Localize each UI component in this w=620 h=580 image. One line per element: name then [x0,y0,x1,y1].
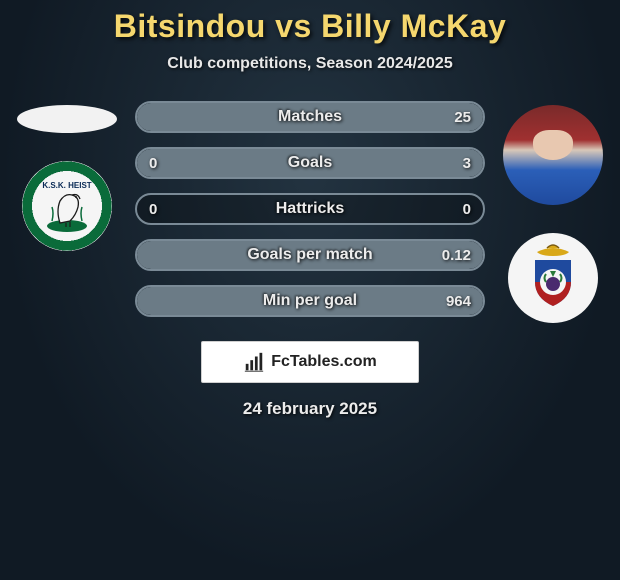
stat-value-left: 0 [149,155,157,172]
stat-value-left: 0 [149,201,157,218]
club-badge-left: K.S.K. HEIST [22,161,112,251]
date-line: 24 february 2025 [0,399,620,419]
stat-bar: Goals per match 0.12 [135,239,485,271]
stat-bar: Min per goal 964 [135,285,485,317]
stats-column: Matches 25 0 Goals 3 0 Hattricks 0 Goals… [135,101,485,317]
player-avatar-left [17,105,117,133]
stat-label: Goals per match [247,246,372,264]
left-player-column: K.S.K. HEIST [17,101,117,251]
inverness-crest-icon [513,238,593,318]
stat-label: Min per goal [263,292,357,310]
player-avatar-right [503,105,603,205]
brand-text: FcTables.com [271,353,377,371]
stat-bar: 0 Hattricks 0 [135,193,485,225]
page-subtitle: Club competitions, Season 2024/2025 [0,55,620,73]
stat-value-right: 3 [463,155,471,172]
heist-crest-icon: K.S.K. HEIST [32,171,102,241]
stat-value-right: 0.12 [442,247,471,264]
stat-value-right: 964 [446,293,471,310]
comparison-row: K.S.K. HEIST Matches 25 0 [0,101,620,323]
stat-bar: 0 Goals 3 [135,147,485,179]
stat-label: Matches [278,108,342,126]
stat-label: Goals [288,154,332,172]
stat-label: Hattricks [276,200,344,218]
page-title: Bitsindou vs Billy McKay [0,8,620,45]
stat-bar: Matches 25 [135,101,485,133]
right-player-column [503,101,603,323]
stat-value-right: 0 [463,201,471,218]
svg-text:K.S.K. HEIST: K.S.K. HEIST [42,181,91,190]
bar-chart-icon [243,351,265,373]
club-badge-right [508,233,598,323]
stat-value-right: 25 [454,109,471,126]
brand-badge[interactable]: FcTables.com [201,341,419,383]
